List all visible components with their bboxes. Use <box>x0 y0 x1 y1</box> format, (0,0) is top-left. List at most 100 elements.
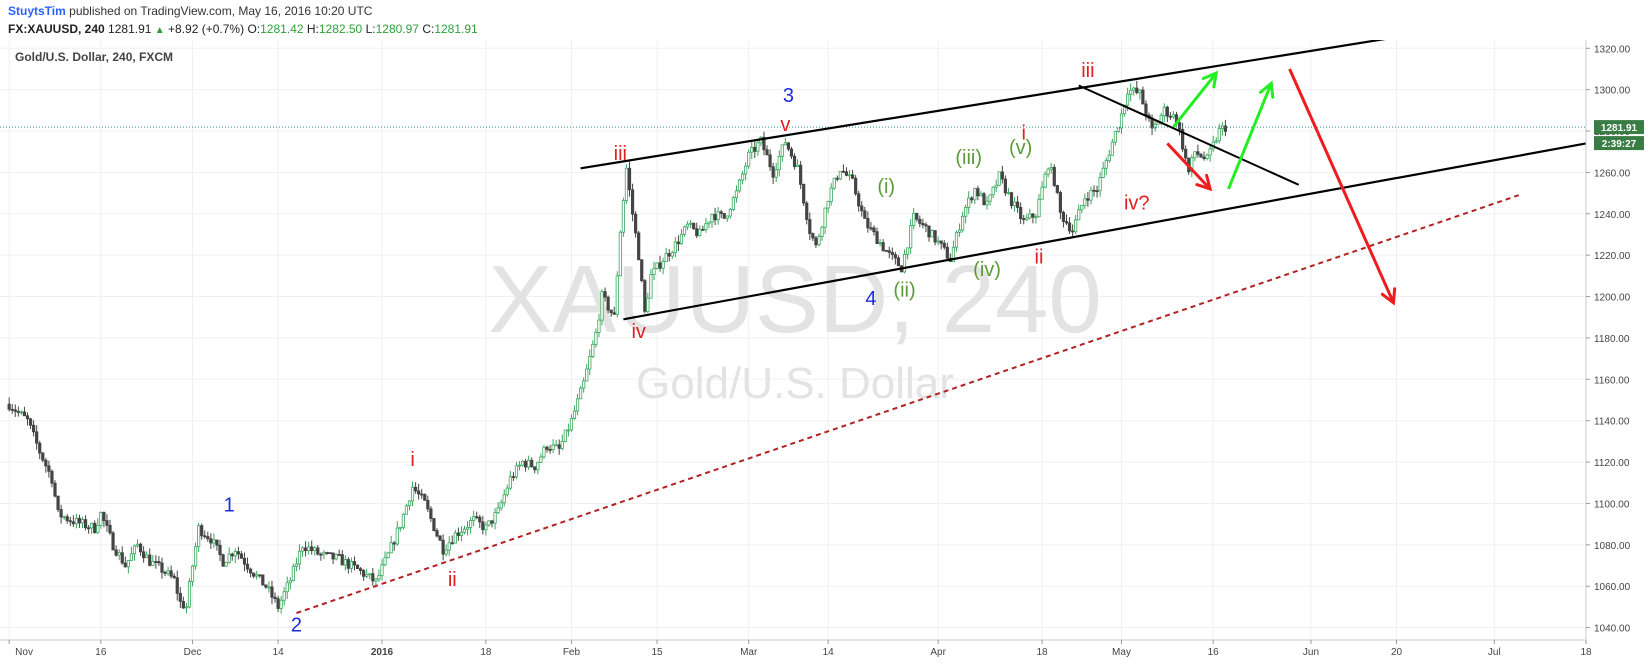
time-axis[interactable] <box>0 640 1648 664</box>
candle <box>212 533 216 548</box>
candle-body <box>872 227 876 233</box>
candle <box>193 542 198 570</box>
channel-line[interactable] <box>623 142 1587 321</box>
candle <box>795 159 800 167</box>
candle-body <box>365 574 369 577</box>
candle-body <box>1129 89 1133 95</box>
candle <box>401 513 405 530</box>
price-tags: 1281.91 2:39:27 <box>1594 120 1644 151</box>
price-tick-label: 1060.00 <box>1594 582 1631 593</box>
candle-body <box>270 586 274 598</box>
candle <box>685 221 690 231</box>
last-price-tag-text: 1281.91 <box>1601 123 1638 134</box>
candle-body <box>609 309 613 314</box>
candle-body <box>1052 166 1056 186</box>
bearish-arrow[interactable] <box>1166 142 1213 192</box>
candle <box>750 141 754 159</box>
candle <box>973 187 977 205</box>
time-tick-label: 2016 <box>371 647 394 658</box>
candle <box>270 580 274 605</box>
candle-body <box>175 577 179 594</box>
candle-body <box>1113 131 1117 143</box>
candle-body <box>1092 189 1096 192</box>
candle <box>288 577 292 590</box>
candle <box>817 233 821 247</box>
candle-body <box>725 215 729 219</box>
candle-body <box>154 561 158 563</box>
wave-label: (i) <box>877 176 895 198</box>
candle-body <box>517 464 522 467</box>
channel-line[interactable] <box>1078 84 1300 186</box>
candle-body <box>267 586 271 589</box>
bullish-arrow[interactable] <box>1172 70 1219 128</box>
candle <box>548 445 552 454</box>
candle-body <box>142 551 146 559</box>
candle-body <box>579 387 583 400</box>
candle-body <box>508 476 512 489</box>
trend-lines[interactable] <box>296 40 1587 615</box>
candle-body <box>490 520 494 524</box>
candle <box>566 423 570 437</box>
time-tick-label: 20 <box>1391 647 1403 658</box>
wave-label: iii <box>1081 60 1094 82</box>
candle <box>783 137 787 146</box>
candle-body <box>530 459 534 468</box>
candle <box>276 595 280 613</box>
candle <box>218 540 222 562</box>
wave-label: (ii) <box>893 280 915 302</box>
candle-body <box>465 526 470 530</box>
forecast-arrows[interactable] <box>1166 68 1397 306</box>
candle <box>927 225 931 242</box>
wave-label: ii <box>1035 246 1044 268</box>
candle <box>410 481 415 507</box>
candle <box>432 518 436 532</box>
candle-body <box>673 241 677 254</box>
candle-body <box>783 142 787 146</box>
candle <box>181 596 185 609</box>
candle <box>380 559 384 581</box>
wave-label: i <box>1021 122 1025 144</box>
candle <box>258 574 262 578</box>
candle <box>912 207 916 230</box>
candle-body <box>1067 222 1072 232</box>
candle-body <box>478 516 482 523</box>
bearish-arrow[interactable] <box>1288 68 1397 306</box>
candle <box>1181 122 1185 153</box>
candle <box>83 515 88 531</box>
candle-body <box>927 225 931 238</box>
channel-line[interactable] <box>580 40 1431 170</box>
candle <box>835 175 839 182</box>
candle-body <box>410 486 415 502</box>
candle <box>365 568 369 579</box>
candle-body <box>890 251 894 255</box>
candle <box>939 240 943 250</box>
candle <box>789 146 794 159</box>
candle-body <box>83 519 88 529</box>
candle <box>829 183 833 206</box>
candle-body <box>1132 87 1136 91</box>
candle <box>184 602 189 614</box>
author-link[interactable]: StuytsTim <box>8 4 66 18</box>
price-chart[interactable]: XAUUSD, 240 Gold/U.S. Dollar 1234iiiiiii… <box>0 40 1648 664</box>
candle-body <box>554 444 558 447</box>
candle-body <box>514 465 519 478</box>
candle <box>19 410 23 415</box>
candle <box>1217 123 1221 144</box>
candle-body <box>169 570 173 577</box>
candle <box>221 553 225 567</box>
close-label: C: <box>422 22 435 36</box>
candle <box>520 460 525 467</box>
candle-body <box>401 513 405 528</box>
candle <box>426 495 430 512</box>
candle <box>469 516 473 534</box>
candle-body <box>380 564 384 576</box>
candle-body <box>710 214 714 223</box>
candle <box>1003 175 1007 197</box>
candle-body <box>1064 221 1069 224</box>
bullish-arrow[interactable] <box>1227 80 1275 190</box>
candle <box>786 142 791 152</box>
time-tick-label: May <box>1112 647 1131 658</box>
candle-body <box>383 557 387 566</box>
chart-background <box>0 40 1648 664</box>
candle-body <box>1098 177 1102 192</box>
